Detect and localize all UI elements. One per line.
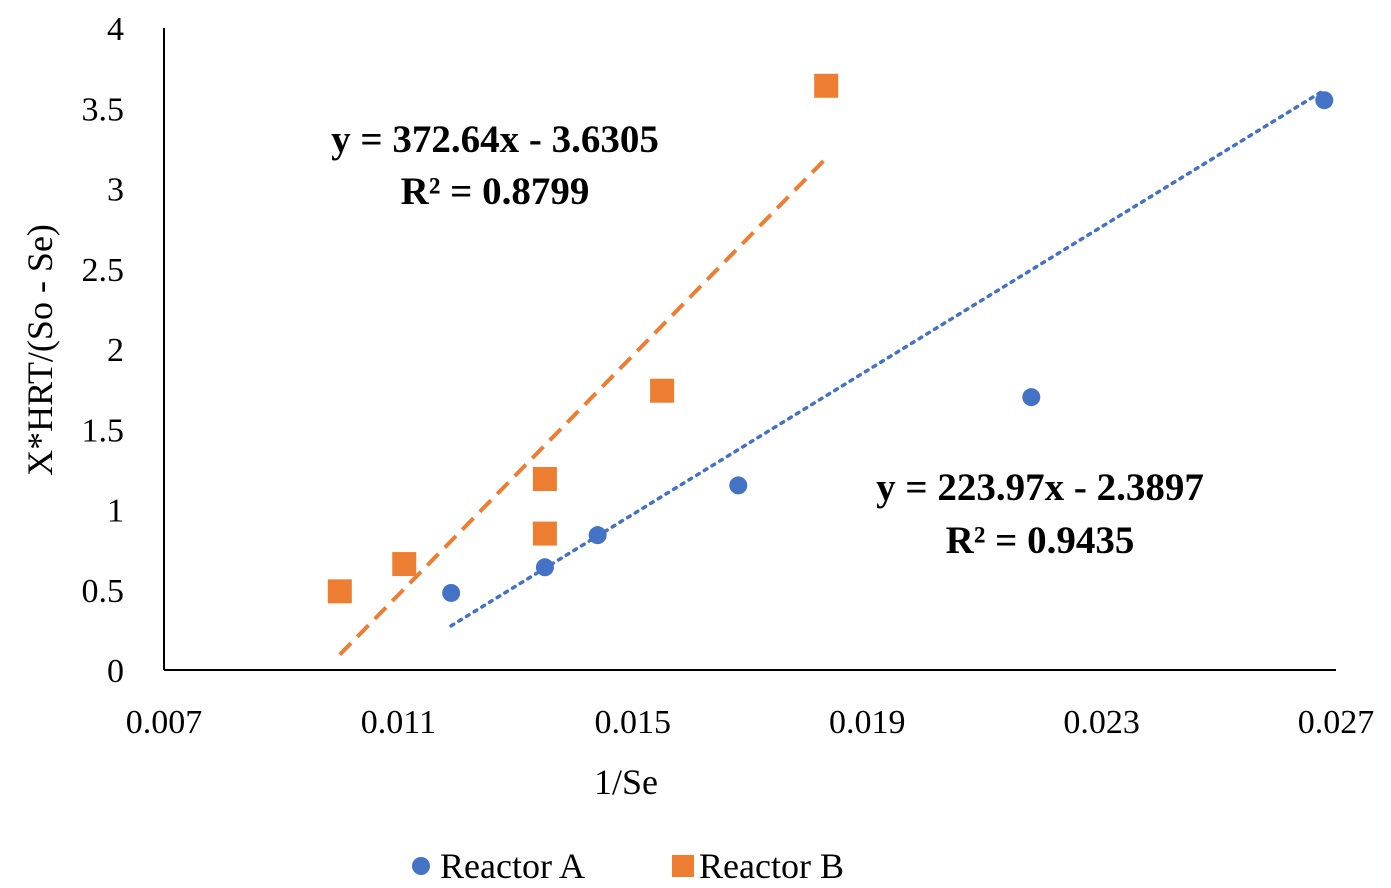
point-reactor-a [1315,91,1334,110]
point-reactor-a [729,476,748,495]
point-reactor-b [392,552,417,577]
point-reactor-a [535,558,554,577]
legend-marker-reactor-b [672,855,694,877]
point-reactor-b [532,521,557,546]
x-tick-label: 0.027 [1298,704,1375,741]
tick-labels: 0.007 0.011 0.015 0.019 0.023 0.027 0 0.5 1 1.5 2 2… [82,11,1375,741]
point-reactor-b [532,467,557,492]
x-tick-label: 0.007 [126,704,203,741]
point-reactor-b [650,378,675,403]
y-tick-label: 3 [107,172,124,209]
point-reactor-b [327,579,352,604]
trendline-r-squared-reactor-a: R² = 0.9435 [946,519,1135,562]
y-tick-label: 1 [107,493,124,530]
trendline-reactor-b [338,156,828,657]
trendline-equation-reactor-b: y = 372.64x - 3.6305 [331,118,659,161]
data-points [327,73,1334,604]
point-reactor-a [1022,388,1041,407]
x-tick-label: 0.023 [1063,704,1140,741]
y-tick-label: 0 [107,653,124,690]
y-tick-label: 4 [107,11,124,48]
x-tick-label: 0.015 [595,704,672,741]
y-tick-label: 1.5 [82,412,125,449]
x-tick-label: 0.011 [361,704,436,741]
legend: Reactor A Reactor B [412,846,844,886]
trendline-equation-reactor-a: y = 223.97x - 2.3897 [876,466,1204,509]
point-reactor-b [814,73,839,98]
axes [163,28,1336,671]
x-tick-label: 0.019 [829,704,906,741]
trendline-annotations: y = 372.64x - 3.6305 R² = 0.8799 y = 223.9… [331,118,1204,562]
trendline-r-squared-reactor-b: R² = 0.8799 [401,170,590,213]
y-tick-label: 2 [107,332,124,369]
legend-marker-reactor-a [412,857,430,875]
y-tick-label: 0.5 [82,573,125,610]
point-reactor-a [442,583,461,602]
x-axis-title: 1/Se [594,762,658,802]
y-axis-title: X*HRT/(So - Se) [20,224,60,476]
legend-label-reactor-b: Reactor B [699,846,844,886]
y-tick-label: 2.5 [82,252,125,289]
y-tick-label: 3.5 [82,91,125,128]
point-reactor-a [588,526,607,545]
legend-label-reactor-a: Reactor A [440,846,585,886]
